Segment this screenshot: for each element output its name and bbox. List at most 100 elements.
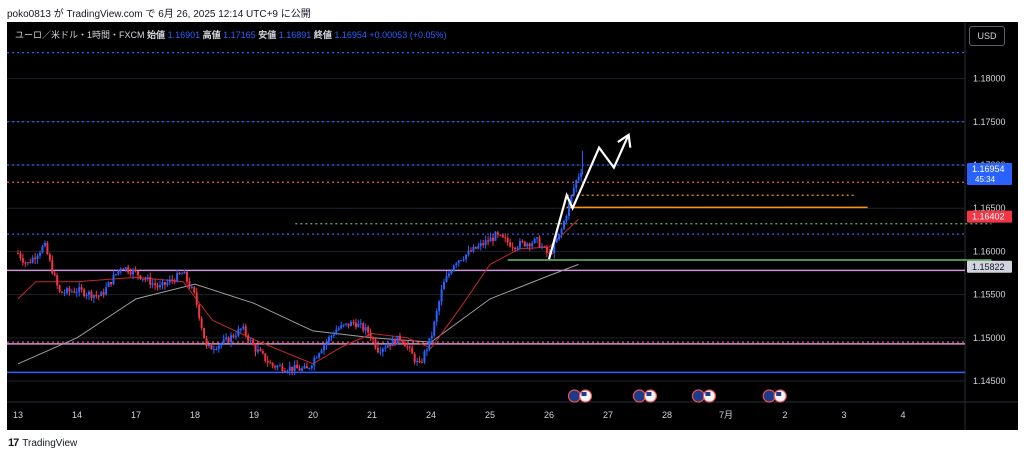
candle-body bbox=[203, 327, 206, 339]
candle-body bbox=[225, 337, 228, 340]
candle-body bbox=[389, 345, 392, 347]
x-tick-label: 17 bbox=[131, 410, 141, 420]
candle-body bbox=[173, 280, 176, 282]
candle-body bbox=[159, 285, 162, 288]
candle-body bbox=[56, 275, 59, 286]
candle-body bbox=[386, 345, 389, 348]
x-tick-label: 21 bbox=[367, 410, 377, 420]
candle-body bbox=[396, 335, 399, 345]
x-tick-label: 24 bbox=[426, 410, 436, 420]
candle-body bbox=[46, 242, 49, 255]
candle-body bbox=[474, 246, 477, 249]
price-label-text: 1.16402 bbox=[972, 212, 1005, 222]
x-tick-label: 14 bbox=[72, 410, 82, 420]
candle-body bbox=[403, 342, 406, 347]
x-tick-label: 25 bbox=[485, 410, 495, 420]
candle-body bbox=[114, 273, 117, 275]
candle-body bbox=[185, 272, 188, 282]
candle-body bbox=[51, 260, 54, 274]
symbol-legend: ユーロ／米ドル・1時間・FXCM 始値 1.16901 高値 1.17165 安… bbox=[15, 28, 446, 41]
candle-body bbox=[53, 273, 56, 276]
candle-body bbox=[17, 253, 19, 255]
candle-body bbox=[337, 328, 340, 330]
x-tick-label: 26 bbox=[544, 410, 554, 420]
candle-body bbox=[256, 349, 259, 352]
candle-body bbox=[39, 252, 42, 256]
candle-body bbox=[563, 220, 566, 230]
chart-panel[interactable]: 1.180001.175001.170001.165001.160001.155… bbox=[7, 22, 1018, 430]
us-flag-canton bbox=[646, 392, 652, 396]
open-label: 始値 bbox=[147, 30, 166, 40]
candle-body bbox=[447, 273, 450, 277]
candle-body bbox=[266, 360, 269, 363]
candle-body bbox=[369, 332, 372, 339]
candle-body bbox=[318, 353, 321, 358]
candle-body bbox=[198, 304, 201, 319]
us-flag-canton bbox=[705, 392, 711, 396]
price-chart[interactable]: 1.180001.175001.170001.165001.160001.155… bbox=[7, 22, 1018, 430]
candle-body bbox=[41, 246, 44, 253]
candle-body bbox=[538, 237, 541, 248]
candle-body bbox=[376, 347, 379, 353]
candle-body bbox=[252, 339, 255, 345]
candle-body bbox=[455, 263, 458, 266]
candle-body bbox=[327, 337, 330, 342]
publisher-info: poko0813 が TradingView.com で 6月 26, 2025… bbox=[7, 9, 311, 20]
candle-body bbox=[558, 233, 561, 240]
candle-body bbox=[301, 368, 304, 371]
candle-body bbox=[315, 357, 318, 359]
candle-body bbox=[92, 295, 95, 298]
candle-body bbox=[212, 349, 215, 351]
economic-event-icon bbox=[691, 389, 706, 403]
high-label: 高値 bbox=[202, 30, 221, 40]
candle-body bbox=[479, 243, 482, 246]
candle-body bbox=[207, 345, 210, 347]
candle-body bbox=[278, 365, 281, 367]
candle-body bbox=[484, 240, 487, 246]
candle-body bbox=[249, 339, 252, 341]
candle-body bbox=[457, 260, 460, 264]
candle-body bbox=[342, 324, 345, 326]
candle-body bbox=[460, 260, 463, 262]
candle-body bbox=[112, 274, 115, 285]
candle-body bbox=[416, 360, 419, 362]
forecast-arrow-line bbox=[547, 134, 630, 260]
candle-body bbox=[178, 272, 181, 274]
candle-body bbox=[63, 292, 66, 294]
candle-body bbox=[487, 240, 490, 242]
candle-body bbox=[156, 285, 159, 288]
candle-body bbox=[305, 366, 308, 369]
candle-body bbox=[298, 368, 301, 371]
price-label-text: 1.15822 bbox=[972, 262, 1005, 272]
candle-body bbox=[325, 341, 328, 346]
candle-body bbox=[408, 346, 411, 348]
candle-body bbox=[24, 262, 27, 264]
low-value: 1.16891 bbox=[278, 30, 312, 40]
candle-body bbox=[247, 335, 250, 341]
candle-body bbox=[36, 255, 39, 259]
candle-body bbox=[261, 351, 264, 354]
tradingview-logo[interactable]: 17 TradingView bbox=[8, 437, 77, 449]
price-label-box bbox=[967, 162, 1012, 185]
us-flag-canton bbox=[581, 392, 587, 396]
candle-body bbox=[244, 326, 247, 336]
y-tick-label: 1.14500 bbox=[973, 376, 1006, 386]
candle-body bbox=[215, 349, 218, 351]
candle-body bbox=[149, 277, 152, 285]
candle-body bbox=[144, 278, 147, 280]
candle-body bbox=[134, 269, 137, 272]
candle-body bbox=[330, 335, 333, 338]
candle-body bbox=[286, 370, 289, 372]
economic-event-icon bbox=[632, 389, 647, 403]
candle-body bbox=[435, 311, 438, 322]
candle-body bbox=[577, 176, 580, 181]
currency-button[interactable]: USD bbox=[969, 26, 1005, 46]
economic-event-icon bbox=[762, 389, 776, 403]
price-label-text: 1.16954 bbox=[972, 164, 1005, 174]
candle-body bbox=[310, 365, 313, 369]
candle-body bbox=[230, 335, 233, 343]
candle-body bbox=[477, 245, 480, 249]
candle-body bbox=[362, 323, 365, 331]
price-label-box bbox=[967, 260, 1012, 273]
candle-body bbox=[575, 180, 578, 189]
